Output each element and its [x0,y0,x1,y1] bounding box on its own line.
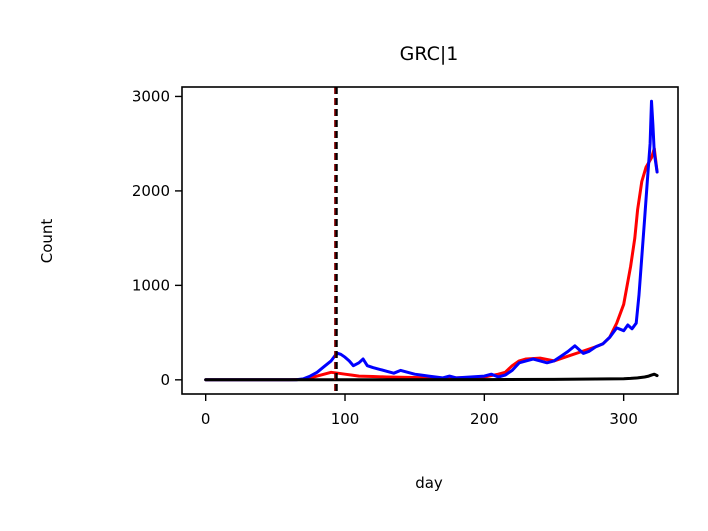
y-axis-label: Count [38,219,56,264]
x-tick-label: 200 [470,410,499,428]
y-tick-label: 1000 [132,276,170,294]
y-tick-label: 2000 [132,182,170,200]
plot-frame [181,86,679,395]
x-axis-label: day [415,474,443,492]
y-tick-label: 3000 [132,87,170,105]
x-tick-label: 100 [331,410,360,428]
series-line-3 [204,372,659,382]
series-line-1 [204,146,659,382]
series-line-2 [204,99,659,382]
y-tick-label: 0 [160,371,170,389]
x-tick-label: 0 [201,410,211,428]
x-tick-label: 300 [609,410,638,428]
plot-area [204,87,659,394]
chart-title: GRC|1 [400,43,459,65]
